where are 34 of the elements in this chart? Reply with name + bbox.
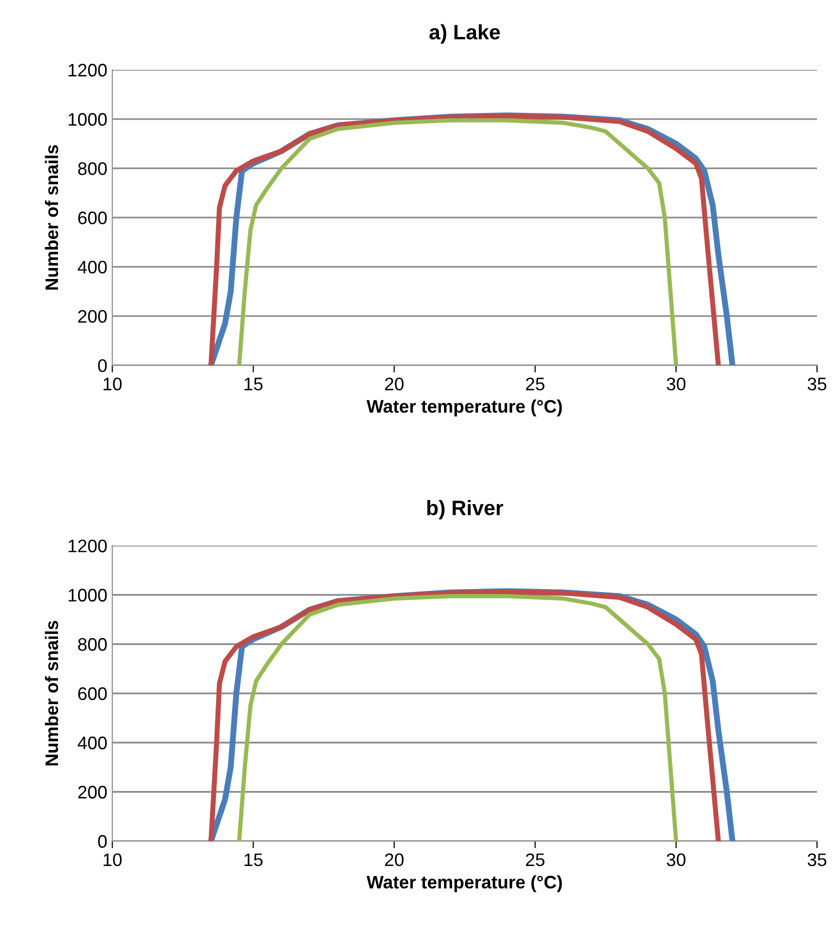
- x-tick-label: 15: [244, 854, 263, 866]
- y-tick-label: 800: [78, 162, 107, 176]
- chart-title: b) River: [427, 500, 504, 520]
- x-tick-label: 20: [385, 853, 404, 866]
- y-tick-label: 1200: [68, 540, 107, 552]
- x-axis-title: Water temperature (°C): [366, 400, 562, 416]
- y-tick-label: 200: [78, 310, 107, 323]
- y-axis-title: Number of snails: [44, 145, 58, 290]
- x-tick-label: 15: [244, 378, 263, 390]
- x-tick-label: 25: [526, 378, 544, 390]
- x-tick-label: 35: [808, 853, 826, 866]
- y-tick-label: 600: [78, 687, 107, 700]
- y-tick-label: 1000: [68, 588, 107, 602]
- y-tick-label: 800: [78, 638, 107, 651]
- line-series: [237, 594, 678, 842]
- x-tick-label: 20: [385, 378, 404, 390]
- x-tick-label: 35: [808, 378, 826, 390]
- y-axis-title: Number of snails: [44, 620, 58, 766]
- y-tick-label: 400: [78, 260, 107, 274]
- x-tick-label: 10: [104, 853, 122, 866]
- x-axis-title: Water temperature (°C): [366, 875, 562, 892]
- chart-title: a) Lake: [429, 24, 500, 44]
- y-tick-label: 200: [78, 786, 107, 799]
- y-tick-label: 400: [78, 736, 107, 750]
- x-tick-label: 30: [666, 853, 686, 866]
- x-tick-label: 10: [104, 378, 122, 390]
- x-tick-label: 25: [526, 853, 544, 866]
- y-tick-label: 1200: [68, 64, 107, 77]
- y-tick-label: 600: [78, 212, 107, 224]
- line-series: [237, 118, 678, 366]
- y-tick-label: 0: [98, 359, 107, 372]
- y-tick-label: 1000: [68, 113, 107, 126]
- y-tick-label: 0: [98, 835, 107, 848]
- x-tick-label: 30: [666, 378, 686, 390]
